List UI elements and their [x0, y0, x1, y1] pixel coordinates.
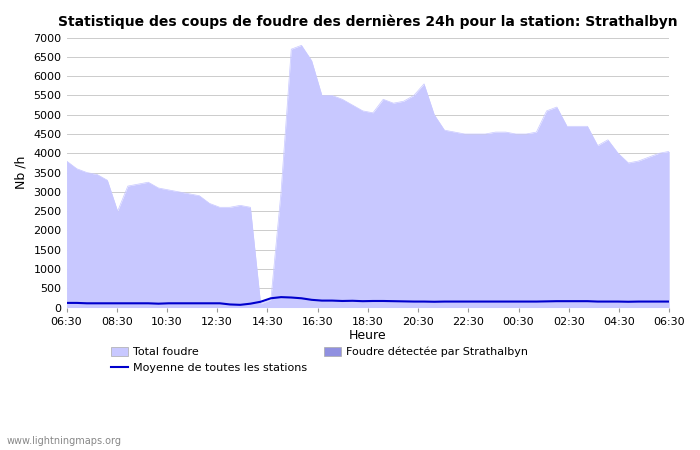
Legend: Total foudre, Moyenne de toutes les stations, Foudre détectée par Strathalbyn: Total foudre, Moyenne de toutes les stat…	[106, 342, 533, 378]
Y-axis label: Nb /h: Nb /h	[15, 156, 28, 189]
Text: www.lightningmaps.org: www.lightningmaps.org	[7, 436, 122, 446]
X-axis label: Heure: Heure	[349, 329, 386, 342]
Title: Statistique des coups de foudre des dernières 24h pour la station: Strathalbyn: Statistique des coups de foudre des dern…	[58, 15, 678, 30]
